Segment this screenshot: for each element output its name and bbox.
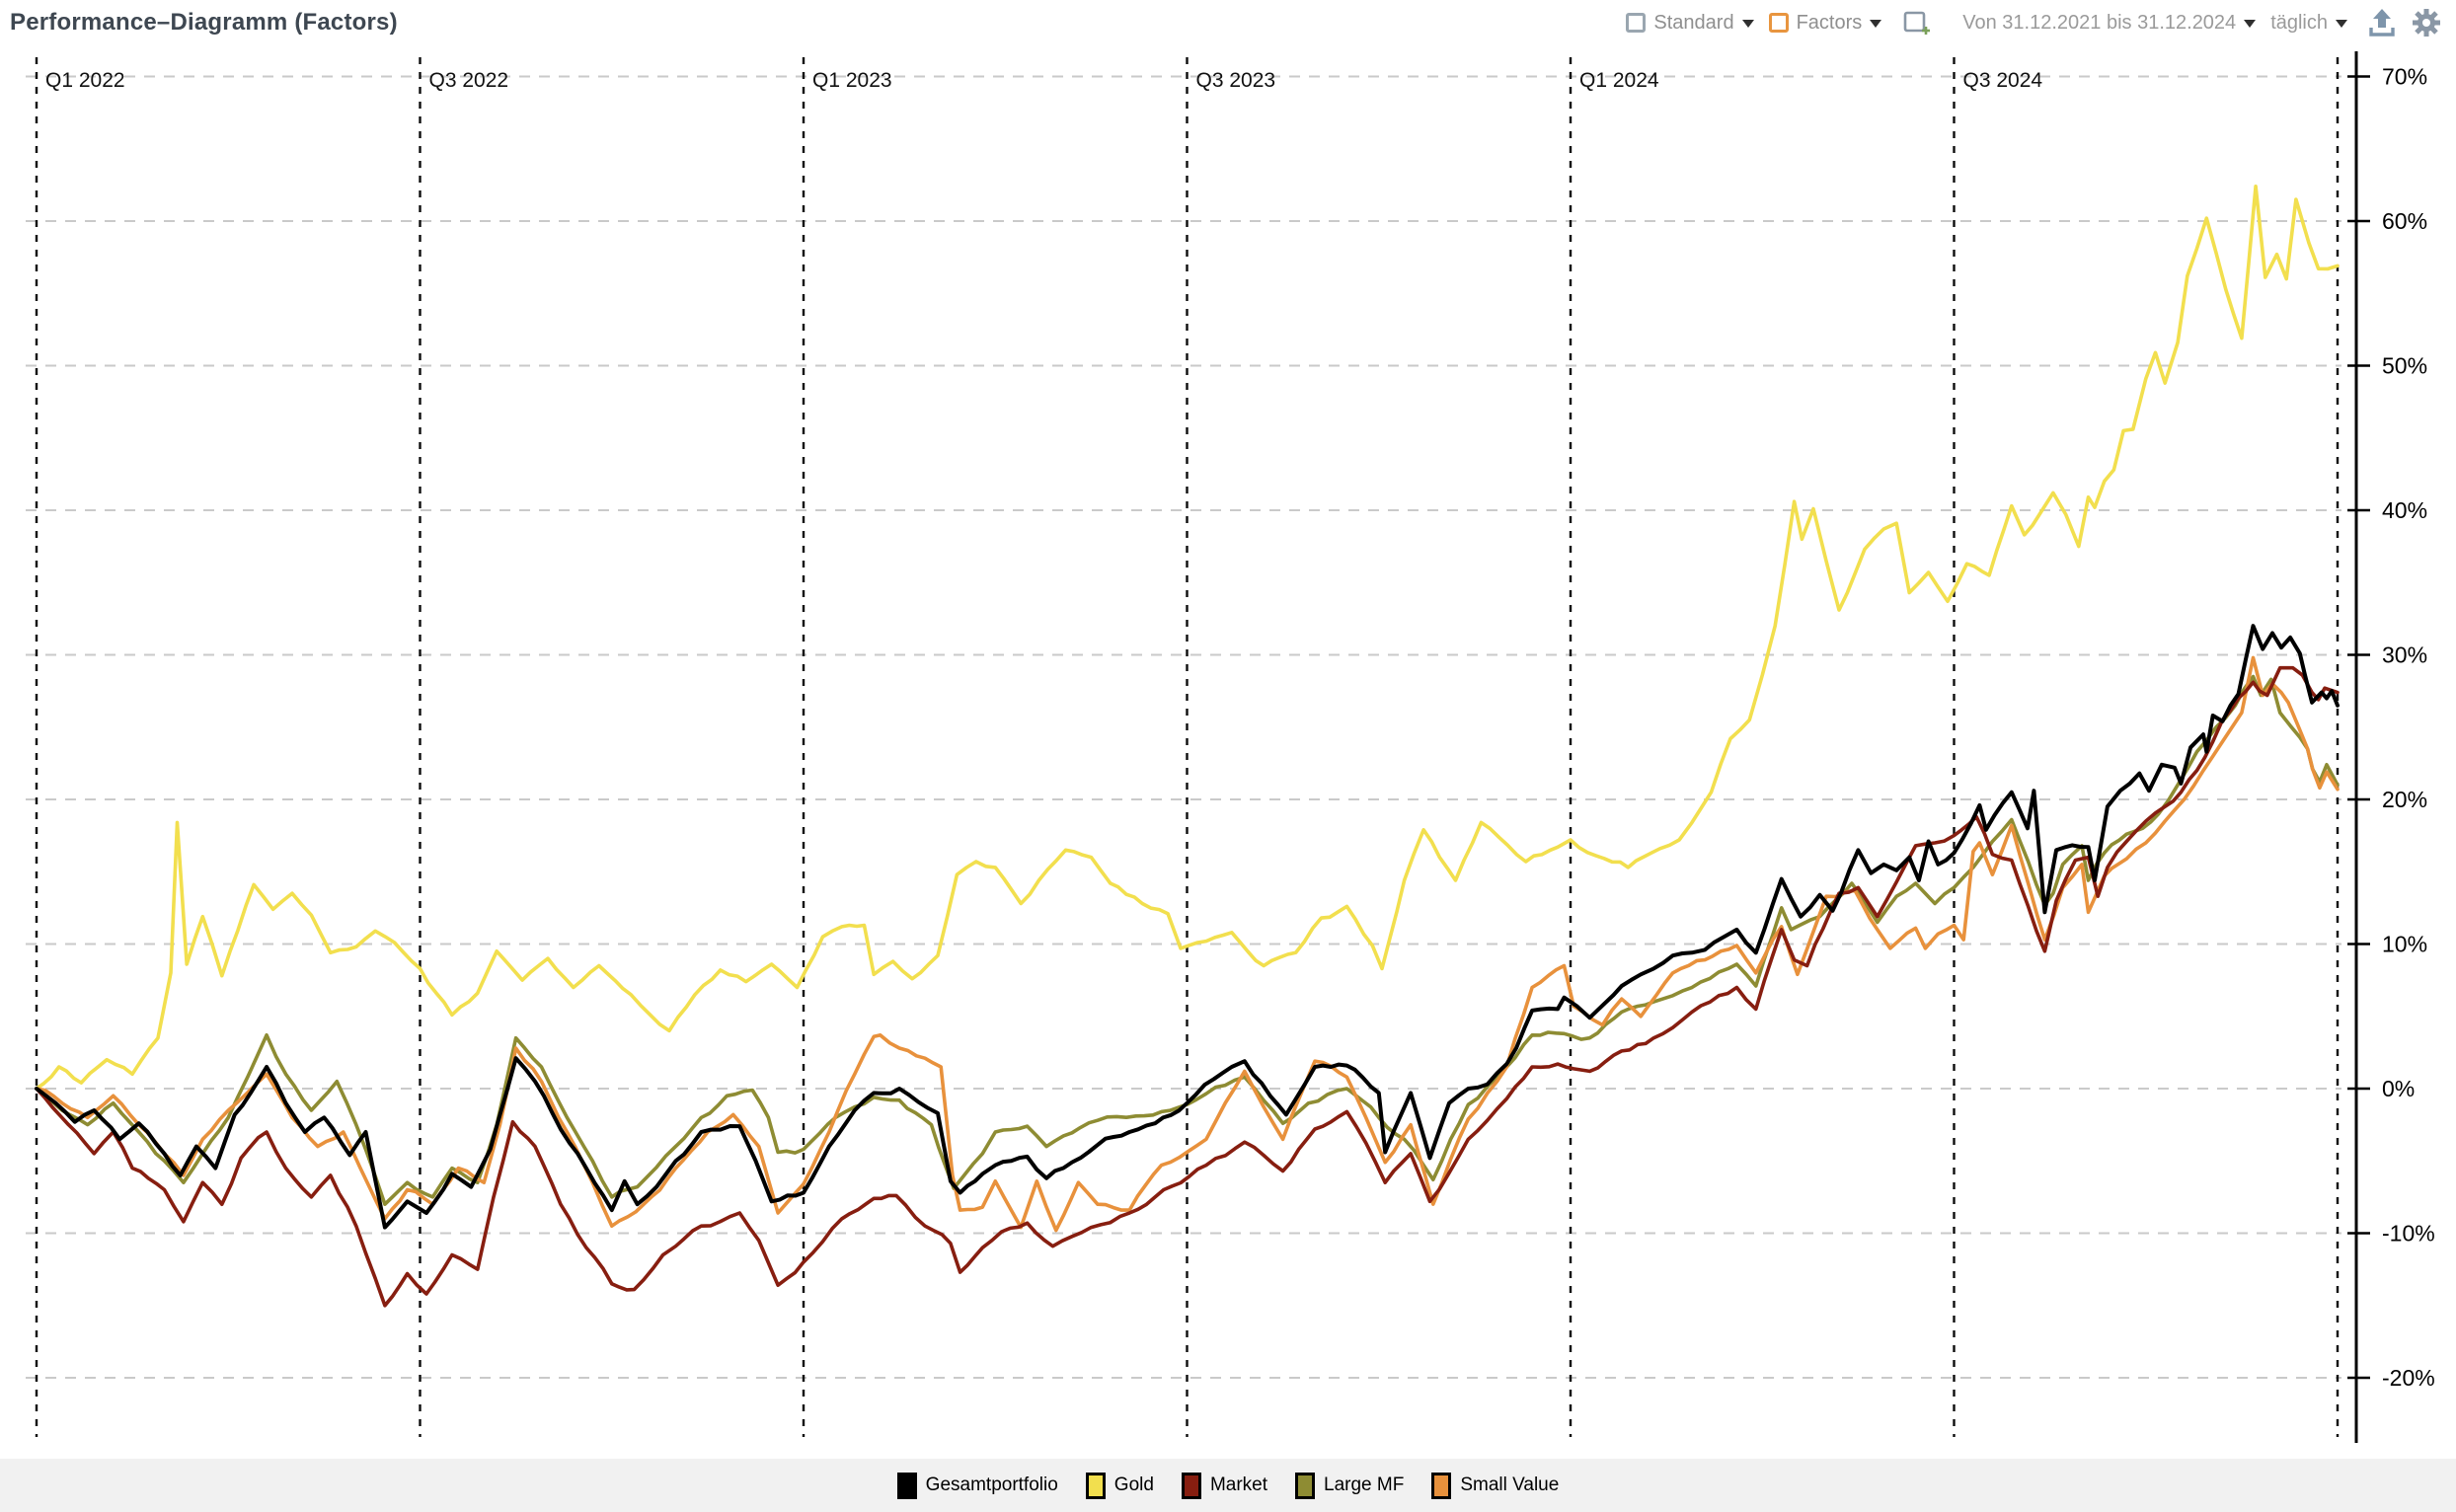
legend-label: Gold (1113, 1474, 1154, 1495)
y-tick-label: 50% (2382, 353, 2427, 379)
series-line-market (35, 665, 2340, 1308)
standard-panel-label: Standard (1653, 11, 1734, 34)
chevron-down-icon (1741, 20, 1754, 28)
quarter-label: Q1 2024 (1579, 69, 1659, 92)
series-line-gold (35, 185, 2340, 1091)
add-panel-button[interactable] (1902, 9, 1932, 37)
legend-label: Large MF (1324, 1474, 1405, 1495)
standard-panel-dropdown[interactable]: Standard (1626, 11, 1754, 35)
upload-icon (2369, 9, 2395, 37)
quarter-label: Q3 2023 (1196, 69, 1276, 92)
legend-swatch (1431, 1472, 1452, 1499)
add-panel-icon (1903, 11, 1931, 35)
legend-label: Market (1209, 1474, 1268, 1495)
legend-label: Gesamtportfolio (925, 1474, 1058, 1495)
legend-swatch (896, 1472, 917, 1499)
standard-panel-icon (1626, 13, 1647, 33)
legend-item-market[interactable]: Market (1181, 1472, 1268, 1499)
y-tick-label: 40% (2382, 497, 2427, 523)
frequency-label: täglich (2270, 11, 2328, 34)
settings-button[interactable] (2411, 7, 2442, 38)
y-tick-label: 60% (2382, 208, 2427, 234)
chevron-down-icon (2244, 20, 2257, 28)
legend-item-small-value[interactable]: Small Value (1431, 1472, 1560, 1499)
chevron-down-icon (1870, 20, 1882, 28)
y-tick-label: -20% (2382, 1365, 2435, 1391)
factors-panel-dropdown[interactable]: Factors (1768, 11, 1882, 35)
date-range-dropdown[interactable]: Von 31.12.2021 bis 31.12.2024 (1962, 11, 2257, 35)
y-tick-label: -10% (2382, 1221, 2435, 1247)
legend-item-large-mf[interactable]: Large MF (1295, 1472, 1405, 1499)
chart-toolbar: Standard Factors Von 31.12.2021 bis 31.1… (1626, 7, 2442, 38)
quarter-gridlines: Q1 2022 Q3 2022 Q1 2023 Q3 2023 Q1 2024 Q3 20… (35, 57, 2340, 1437)
series-line-small-value (35, 655, 2340, 1233)
quarter-label: Q3 2022 (429, 69, 509, 92)
y-tick-label: 10% (2382, 932, 2427, 957)
chart-legend: Gesamtportfolio Gold Market Large MF Small V… (0, 1459, 2456, 1512)
series-lines (35, 185, 2340, 1308)
legend-item-gold[interactable]: Gold (1085, 1472, 1154, 1499)
y-tick-label: 70% (2382, 64, 2427, 90)
chevron-down-icon (2336, 20, 2347, 28)
series-line-gesamtportfolio (35, 624, 2340, 1230)
factors-panel-label: Factors (1796, 11, 1863, 34)
legend-label: Small Value (1460, 1474, 1560, 1495)
quarter-label: Q3 2024 (1963, 69, 2043, 92)
legend-swatch (1295, 1472, 1316, 1499)
legend-item-gesamtportfolio[interactable]: Gesamtportfolio (896, 1472, 1058, 1499)
chart-header: Performance–Diagramm (Factors) Standard … (0, 0, 2456, 45)
legend-swatch (1181, 1472, 1201, 1499)
factors-panel-icon (1768, 13, 1789, 33)
y-tick-label: 0% (2382, 1076, 2415, 1101)
y-axis: 70% 60% 50% 40% 30% 20% 10% 0% -10% -20% (2347, 51, 2435, 1443)
frequency-dropdown[interactable]: täglich (2270, 12, 2347, 35)
date-range-label: Von 31.12.2021 bis 31.12.2024 (1962, 11, 2237, 34)
legend-swatch (1085, 1472, 1106, 1499)
quarter-label: Q1 2023 (812, 69, 892, 92)
page-title: Performance–Diagramm (Factors) (10, 9, 398, 36)
y-gridlines (26, 75, 2341, 1379)
y-tick-label: 30% (2382, 643, 2427, 668)
y-tick-label: 20% (2382, 787, 2427, 812)
quarter-label: Q1 2022 (45, 69, 125, 92)
gear-icon (2413, 9, 2440, 37)
export-button[interactable] (2368, 8, 2396, 38)
